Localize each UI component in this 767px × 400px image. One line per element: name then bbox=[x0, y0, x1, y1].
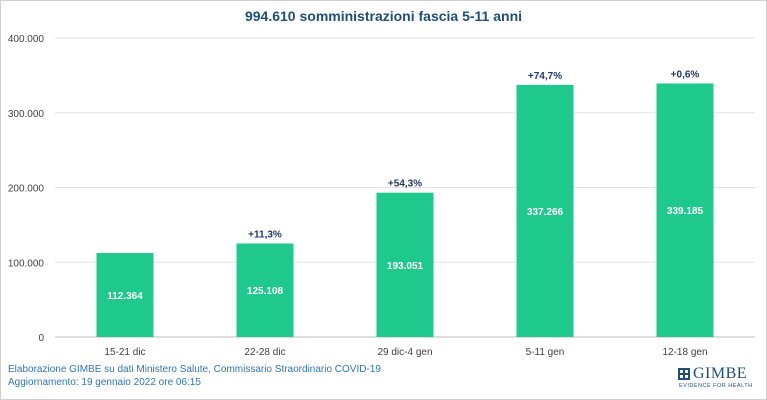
x-axis-ticks: 15-21 dic 22-28 dic 29 dic-4 gen 5-11 gen 12… bbox=[104, 347, 707, 358]
y-axis-ticks: 0 100.000 200.000 300.000 400.000 bbox=[8, 34, 45, 344]
bar bbox=[516, 84, 574, 337]
bar bbox=[656, 83, 714, 337]
change-label: +11,3% bbox=[248, 229, 282, 240]
bars bbox=[96, 83, 714, 337]
logo-mark-icon bbox=[678, 368, 690, 380]
bar bbox=[96, 253, 154, 337]
chart-title: 994.610 somministrazioni fascia 5-11 ann… bbox=[244, 8, 523, 24]
logo-tagline: EVIDENCE FOR HEALTH bbox=[679, 383, 753, 389]
y-tick-label: 300.000 bbox=[8, 109, 45, 120]
y-tick-label: 100.000 bbox=[8, 258, 45, 269]
bar-value-label: 125.108 bbox=[247, 286, 284, 297]
change-label: +54,3% bbox=[388, 179, 422, 190]
change-label: +74,7% bbox=[528, 71, 562, 82]
bar-value-label: 193.051 bbox=[387, 261, 424, 272]
y-tick-label: 200.000 bbox=[8, 184, 45, 195]
source-text: Elaborazione GIMBE su dati Ministero Sal… bbox=[8, 364, 381, 375]
x-tick-label: 12-18 gen bbox=[662, 347, 707, 358]
y-tick-label: 0 bbox=[38, 333, 44, 344]
bar-value-label: 337.266 bbox=[527, 207, 564, 218]
x-tick-label: 15-21 dic bbox=[104, 347, 145, 358]
x-tick-label: 29 dic-4 gen bbox=[377, 347, 432, 358]
gimbe-logo: GIMBE EVIDENCE FOR HEALTH bbox=[678, 365, 760, 394]
logo-name: GIMBE bbox=[693, 365, 748, 382]
x-tick-label: 5-11 gen bbox=[526, 347, 565, 358]
bar-labels: 112.364 125.108 +11,3% 193.051 +54,3% 337.266… bbox=[107, 69, 703, 302]
bar bbox=[376, 192, 434, 337]
y-tick-label: 400.000 bbox=[8, 34, 45, 45]
bar-value-label: 339.185 bbox=[667, 206, 704, 217]
source-note: Elaborazione GIMBE su dati Ministero Sal… bbox=[8, 363, 381, 389]
change-label: +0,6% bbox=[671, 69, 700, 80]
bar-value-label: 112.364 bbox=[107, 291, 143, 302]
x-tick-label: 22-28 dic bbox=[244, 347, 285, 358]
update-text: Aggiornamento: 19 gennaio 2022 ore 06:15 bbox=[8, 377, 201, 388]
bar bbox=[236, 243, 294, 337]
